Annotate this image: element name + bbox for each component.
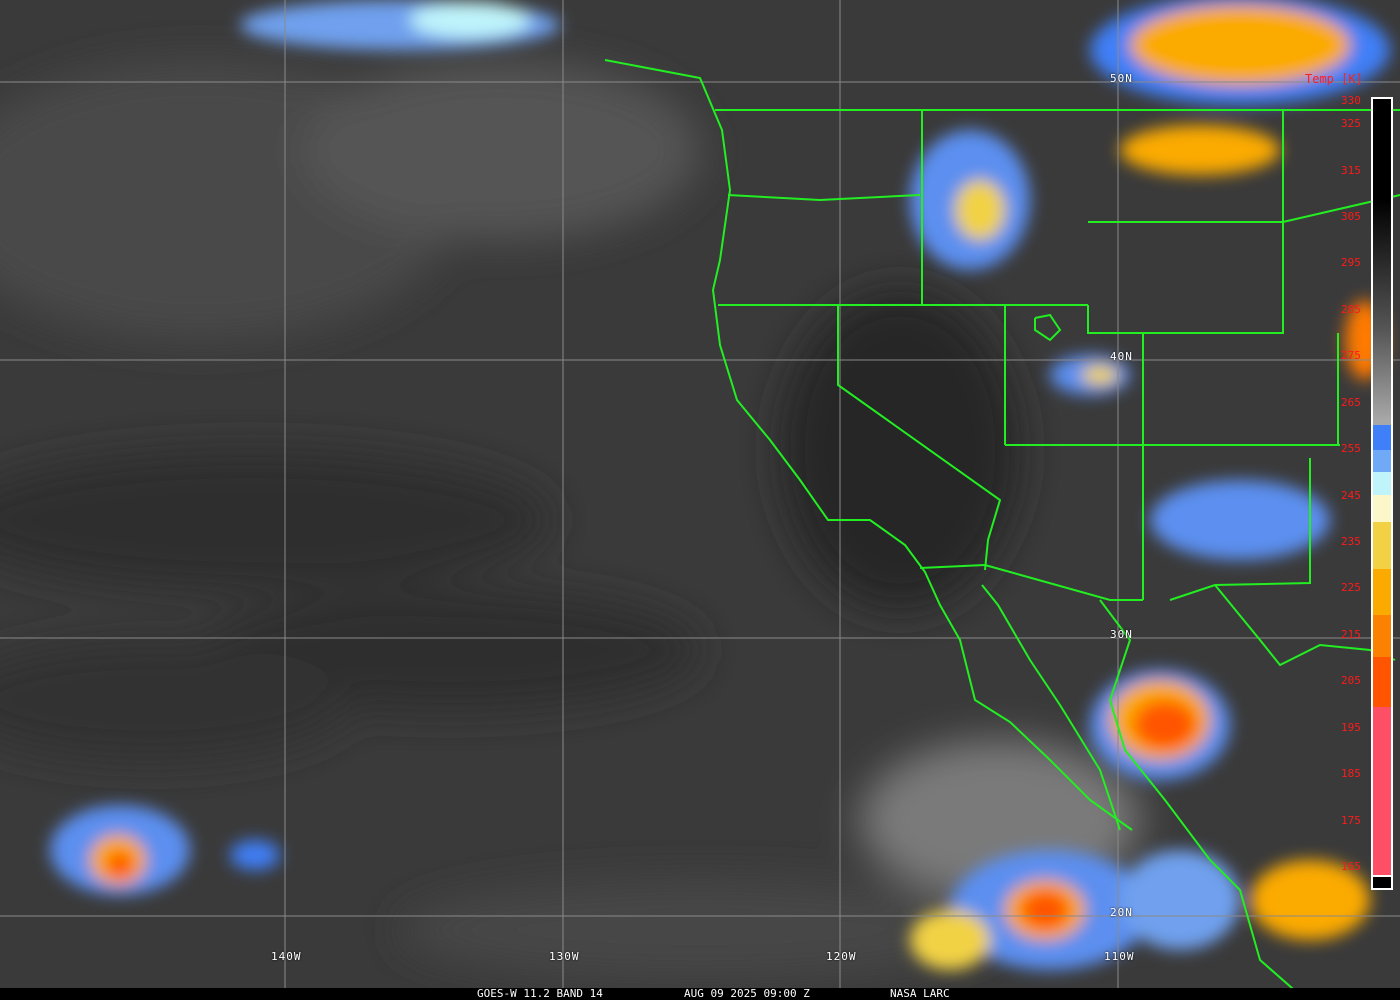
baja-east-coast: [981, 584, 1121, 831]
lat-label-30n: 30N: [1110, 628, 1133, 641]
colorbar-tick-label: 205: [1341, 674, 1361, 688]
timestamp: AUG 09 2025 09:00 Z: [684, 987, 810, 1000]
colorbar-tick-label: 165: [1341, 860, 1361, 873]
political-boundaries: [604, 59, 1400, 996]
montana-east: [1282, 110, 1400, 224]
mexico-mainland-coast: [1099, 599, 1301, 996]
colorbar-tick-label: 185: [1341, 767, 1361, 781]
great-salt-lake: [1034, 313, 1062, 342]
colorbar-tick-label: 275: [1341, 349, 1361, 363]
lon-label-130w: 130W: [549, 950, 580, 963]
colorbar-tick-label: 330: [1341, 94, 1361, 107]
legend-title: Temp [K]: [1305, 72, 1363, 86]
wa-or-border: [727, 194, 921, 202]
colorbar-tick-label: 255: [1341, 442, 1361, 456]
rio-grande-border: [1214, 584, 1396, 667]
lat-label-50n: 50N: [1110, 72, 1133, 85]
lon-label-110w: 110W: [1104, 950, 1135, 963]
lon-label-140w: 140W: [271, 950, 302, 963]
lat-label-40n: 40N: [1110, 350, 1133, 363]
footer-caption: GOES-W 11.2 BAND 14 AUG 09 2025 09:00 Z …: [0, 988, 1400, 1000]
colorbar-tick-label: 285: [1341, 302, 1361, 316]
colorbar-tick-label: 235: [1341, 535, 1361, 549]
colorbar-tick-label: 195: [1341, 720, 1361, 734]
temperature-colorbar: [1371, 97, 1393, 890]
wyoming: [1087, 221, 1284, 334]
ca-nv-border: [837, 305, 1002, 571]
colorbar-tick-label: 215: [1341, 627, 1361, 641]
nm-east: [1169, 458, 1311, 601]
cloud-texture: [0, 60, 1140, 980]
lat-label-20n: 20N: [1110, 906, 1133, 919]
colorbar-tick-label: 315: [1341, 163, 1361, 177]
colorbar-tick-label: 305: [1341, 210, 1361, 224]
cold-cloud-tops: [50, 0, 1390, 970]
colorbar-tick-label: 325: [1341, 117, 1361, 131]
colorbar-tick-label: 265: [1341, 395, 1361, 409]
coastline: [604, 59, 1133, 831]
lon-label-120w: 120W: [826, 950, 857, 963]
us-mexico-border: [919, 563, 1143, 601]
colorbar-tick-label: 245: [1341, 488, 1361, 502]
colorbar-tick-label: 295: [1341, 256, 1361, 270]
satellite-band: GOES-W 11.2 BAND 14: [477, 987, 603, 1000]
colorbar-tick-label: 175: [1341, 813, 1361, 827]
credit: NASA LARC: [890, 987, 950, 1000]
colorbar-tick-label: 225: [1341, 581, 1361, 595]
